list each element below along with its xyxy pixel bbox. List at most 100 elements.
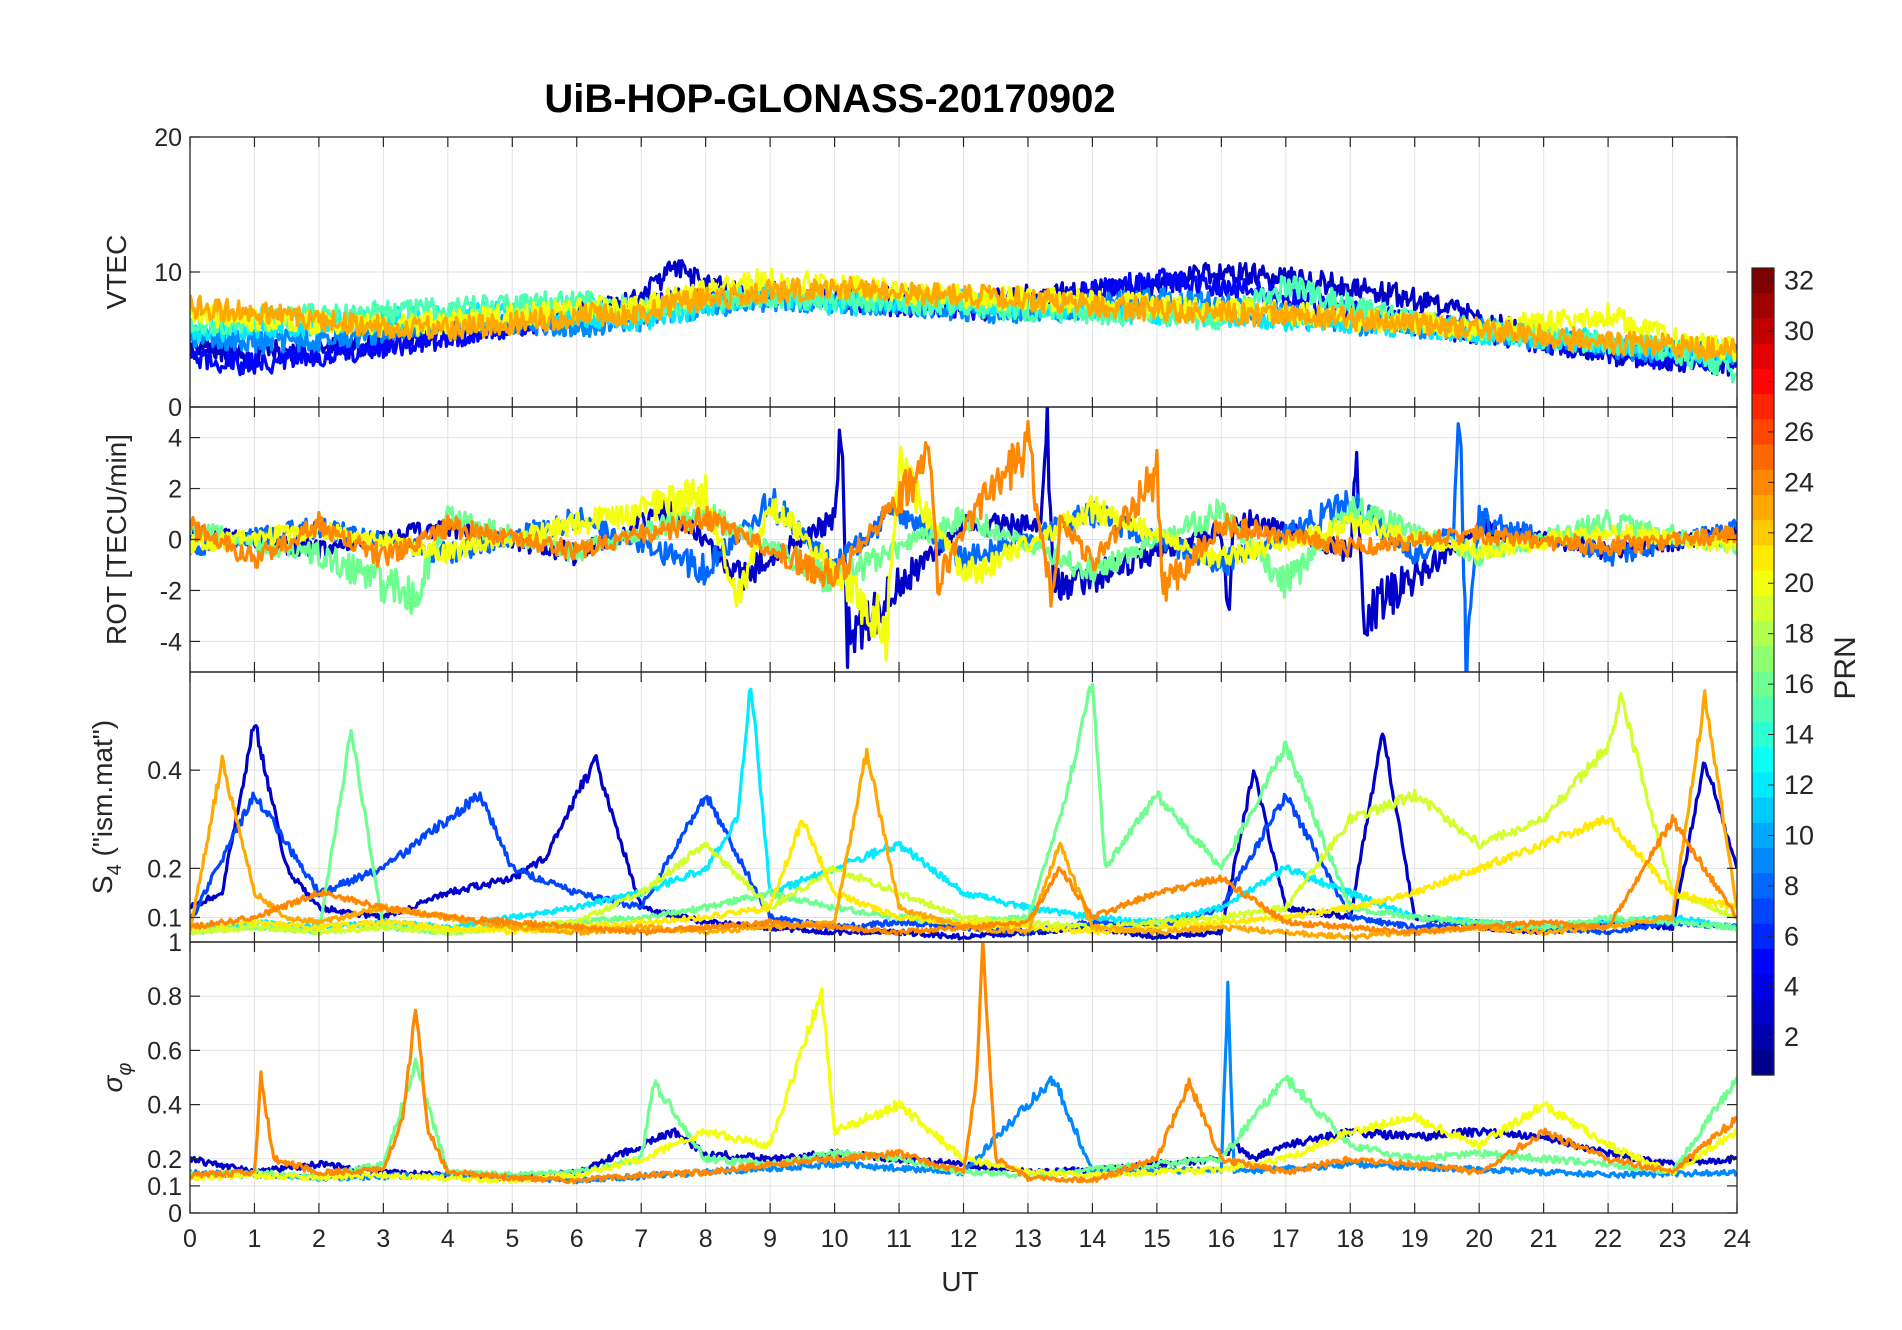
series-line-prn-23 — [190, 275, 1737, 362]
colorbar-tick-label: 2 — [1784, 1022, 1799, 1052]
colorbar-tick-label: 4 — [1784, 972, 1799, 1002]
y-tick-label: 0.2 — [147, 1146, 182, 1174]
colorbar-swatch — [1752, 394, 1774, 420]
x-tick-label: 19 — [1401, 1225, 1429, 1253]
rot-panel: -4 -2 0 2 4 ROT [TECU/min] — [101, 406, 1738, 673]
colorbar-swatch — [1752, 974, 1774, 1000]
colorbar-tick-label: 28 — [1784, 366, 1814, 396]
colorbar-swatch — [1752, 696, 1774, 723]
x-tick-label: 16 — [1207, 1225, 1235, 1253]
colorbar-swatch — [1752, 1049, 1774, 1076]
x-tick-label: 9 — [763, 1225, 777, 1253]
y-tick-label: 10 — [154, 259, 182, 287]
colorbar-tick-label: 30 — [1784, 316, 1814, 346]
x-tick-label: 23 — [1659, 1225, 1687, 1253]
colorbar-swatch — [1752, 444, 1774, 471]
colorbar-swatch — [1752, 747, 1774, 773]
colorbar-swatch — [1752, 318, 1774, 345]
x-tick-label: 2 — [312, 1225, 326, 1253]
colorbar-tick-label: 10 — [1784, 820, 1814, 850]
series-lines — [190, 942, 1737, 1185]
colorbar-swatch — [1752, 343, 1774, 370]
colorbar-swatch — [1752, 595, 1774, 622]
colorbar-swatch — [1752, 898, 1774, 925]
colorbar-tick-label: 22 — [1784, 518, 1814, 548]
y-axis-label: S4 ("ism.mat") — [87, 720, 126, 894]
colorbar-swatch — [1752, 494, 1774, 521]
y-tick-label: 0.4 — [147, 1092, 182, 1120]
series-line-prn-24 — [190, 814, 1737, 937]
colorbar-tick-label: 14 — [1784, 720, 1814, 750]
x-tick-label: 14 — [1079, 1225, 1107, 1253]
colorbar-tick-label: 8 — [1784, 871, 1799, 901]
y-tick-label: -4 — [160, 628, 182, 656]
y-tick-label: 2 — [168, 476, 182, 504]
colorbar-tick-label: 24 — [1784, 467, 1814, 497]
x-axis-label: UT — [941, 1266, 978, 1297]
colorbar-swatch — [1752, 999, 1774, 1026]
series-lines — [190, 259, 1737, 384]
colorbar-frame — [1751, 267, 1775, 1076]
x-tick-label: 0 — [183, 1225, 197, 1253]
x-tick-label: 18 — [1336, 1225, 1364, 1253]
y-tick-label: 0 — [168, 394, 182, 422]
y-tick-label: 0 — [168, 527, 182, 555]
y-tick-label: 0.1 — [147, 904, 182, 932]
y-tick-label: 4 — [168, 425, 182, 453]
vtec-panel: 0 10 20 VTEC — [101, 124, 1738, 422]
series-lines — [190, 407, 1737, 672]
x-tick-label: 10 — [821, 1225, 849, 1253]
y-tick-label: 0.1 — [147, 1173, 182, 1201]
colorbar-tick-label: 20 — [1784, 568, 1814, 598]
x-tick-label: 3 — [376, 1225, 390, 1253]
y-tick-label: 0.6 — [147, 1037, 182, 1065]
x-tick-label: 20 — [1465, 1225, 1493, 1253]
series-line-prn-16 — [190, 495, 1737, 615]
colorbar-swatch — [1752, 293, 1774, 320]
colorbar-swatch — [1752, 545, 1774, 572]
y-tick-label: 0 — [168, 1200, 182, 1228]
colorbar-swatch — [1752, 873, 1774, 900]
colorbar-swatch — [1752, 772, 1774, 799]
x-tick-label: 6 — [570, 1225, 584, 1253]
colorbar-swatch — [1752, 469, 1774, 496]
colorbar-swatch — [1752, 368, 1774, 395]
y-tick-label: 1 — [168, 929, 182, 957]
series-line-prn-21 — [190, 814, 1737, 936]
colorbar-swatch — [1752, 621, 1774, 647]
colorbar-swatch — [1752, 671, 1774, 698]
sigma-phi-panel: 00.10.20.40.60.810 1 2 3 4 5 6 7 8 9 10 11 12 13 14 15 1… — [97, 929, 1751, 1253]
x-tick-label: 7 — [634, 1225, 648, 1253]
colorbar-tick-label: 32 — [1784, 266, 1814, 296]
colorbar-swatch — [1752, 646, 1774, 673]
colorbar-swatch — [1752, 721, 1774, 748]
y-tick-label: 20 — [154, 124, 182, 152]
y-axis-label: VTEC — [101, 235, 132, 310]
colorbar-tick-label: 12 — [1784, 770, 1814, 800]
series-line-prn-24 — [190, 419, 1737, 608]
y-axis-label: ROT [TECU/min] — [101, 434, 132, 645]
colorbar-tick-label: 26 — [1784, 417, 1814, 447]
colorbar-swatch — [1752, 822, 1774, 849]
x-tick-label: 11 — [886, 1225, 912, 1253]
y-tick-label: 0.4 — [147, 757, 182, 785]
colorbar-tick-label: 16 — [1784, 669, 1814, 699]
colorbar-swatch — [1752, 520, 1774, 547]
x-tick-label: 8 — [699, 1225, 713, 1253]
colorbar-swatch — [1752, 1024, 1774, 1051]
x-tick-label: 24 — [1723, 1225, 1751, 1253]
x-tick-label: 17 — [1272, 1225, 1300, 1253]
colorbar-swatch — [1752, 570, 1774, 597]
colorbar-swatch — [1752, 419, 1774, 446]
colorbar-swatch — [1752, 948, 1774, 975]
x-tick-label: 12 — [950, 1225, 978, 1253]
y-axis-label: σφ — [97, 1063, 136, 1093]
colorbar-label: PRN — [1829, 636, 1862, 699]
colorbar-tick-label: 18 — [1784, 619, 1814, 649]
figure-title: UiB-HOP-GLONASS-20170902 — [544, 77, 1115, 121]
x-tick-label: 5 — [505, 1225, 519, 1253]
x-tick-label: 22 — [1594, 1225, 1622, 1253]
